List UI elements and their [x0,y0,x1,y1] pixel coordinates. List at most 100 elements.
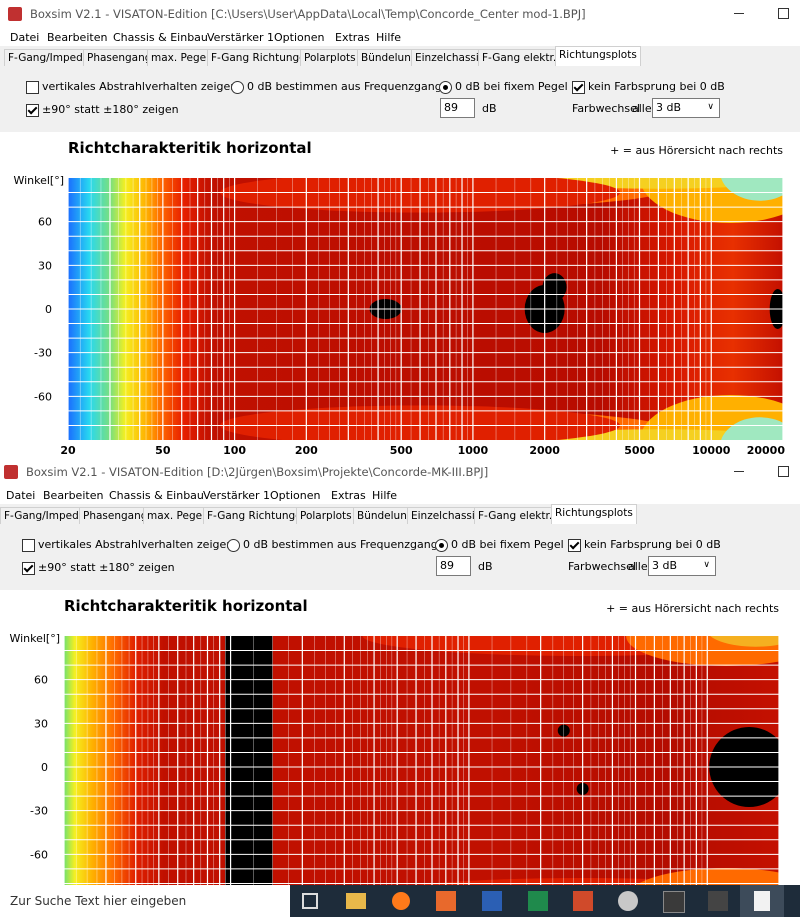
checkbox[interactable] [22,562,35,575]
option-label[interactable]: vertikales Abstrahlverhalten zeigen [42,80,238,93]
option-label[interactable]: 0 dB bei fixem Pegel [455,80,568,93]
options-panel: vertikales Abstrahlverhalten zeigen ±90° … [0,524,800,590]
app-icon [4,465,18,479]
option-label[interactable]: ±90° statt ±180° zeigen [38,561,175,574]
tab[interactable]: F-Gang/Imped. [4,49,91,67]
y-tick-label: -60 [30,848,48,861]
app-icon[interactable] [618,891,638,911]
x-tick-label: 1000 [458,444,489,457]
menu-item[interactable]: Chassis & Einbau [109,489,204,502]
tab-bar: F-Gang/Imped. Phasengang max. Pegel F-Gang … [0,504,800,525]
tab[interactable]: Einzelchassis [407,507,485,525]
menu-item[interactable]: Bearbeiten [43,489,104,502]
title-bar: Boxsim V2.1 - VISATON-Edition [D:\2Jürge… [0,458,800,486]
tab[interactable]: Richtungsplots [555,46,641,67]
checkbox[interactable] [26,104,39,117]
tab[interactable]: max. Pegel [143,507,210,525]
radio-dot [443,85,448,90]
y-tick-label: 0 [45,303,52,316]
level-input[interactable]: 89 [440,98,475,118]
menu-item[interactable]: Optionen [270,489,321,502]
minimize-button[interactable] [734,471,744,472]
option-label[interactable]: ±90° statt ±180° zeigen [42,103,179,116]
menu-item[interactable]: Hilfe [376,31,402,44]
tab[interactable]: Polarplots [300,49,360,67]
task-view-icon[interactable] [302,893,318,909]
x-tick-label: 20 [60,444,76,457]
x-tick-label: 10000 [692,444,731,457]
explorer-icon[interactable] [346,893,366,909]
heatmap [64,636,779,885]
menu-item[interactable]: Chassis & Einbau [113,31,208,44]
y-tick-label: 30 [38,259,52,272]
tab[interactable]: F-Gang Richtungen [203,507,313,525]
radio-button[interactable] [231,81,244,94]
taskbar: Zur Suche Text hier eingeben [0,885,800,917]
app-icon [8,7,22,21]
tab[interactable]: Phasengang [83,49,156,67]
tab[interactable]: F-Gang elektr. [474,507,557,525]
firefox-icon[interactable] [392,892,410,910]
menu-item[interactable]: Verstärker 1 [207,31,275,44]
tab[interactable]: Richtungsplots [551,504,637,525]
tab[interactable]: Einzelchassis [411,49,489,67]
step-select[interactable]: 3 dB ∨ [648,556,716,576]
outlook-icon[interactable] [436,891,456,911]
heatmap-base [64,636,779,885]
menu-item[interactable]: Hilfe [372,489,398,502]
tab[interactable]: Polarplots [296,507,356,525]
level-unit: dB [478,560,493,573]
plot-note: + = aus Hörersicht nach rechts [606,602,779,615]
menu-item[interactable]: Datei [10,31,40,44]
radio-dot [439,543,444,548]
y-tick-label: -60 [34,390,52,403]
app-icon[interactable] [708,891,728,911]
menu-item[interactable]: Bearbeiten [47,31,108,44]
color-change-label: Farbwechsel [572,102,640,115]
maximize-button[interactable] [778,8,789,19]
excel-icon[interactable] [528,891,548,911]
search-box[interactable]: Zur Suche Text hier eingeben [0,885,290,917]
option-label[interactable]: kein Farbsprung bei 0 dB [588,80,725,93]
menu-item[interactable]: Extras [331,489,366,502]
level-input[interactable]: 89 [436,556,471,576]
checkbox[interactable] [22,539,35,552]
checkbox[interactable] [26,81,39,94]
tab[interactable]: F-Gang elektr. [478,49,561,67]
plot-area: Richtcharakteritik horizontal + = aus Hör… [13,139,786,457]
minimize-button[interactable] [734,13,744,14]
radio-button[interactable] [439,81,452,94]
maximize-button[interactable] [778,466,789,477]
powerpoint-icon[interactable] [573,891,593,911]
app-window: Boxsim V2.1 - VISATON-Edition [C:\Users\… [0,0,800,457]
option-label[interactable]: vertikales Abstrahlverhalten zeigen [38,538,234,551]
checkbox[interactable] [572,81,585,94]
x-tick-label: 20000 [747,444,786,457]
step-select[interactable]: 3 dB ∨ [652,98,720,118]
menu-item[interactable]: Extras [335,31,370,44]
menu-item[interactable]: Datei [6,489,36,502]
active-app[interactable] [740,885,784,917]
menu-item[interactable]: Optionen [274,31,325,44]
tab[interactable]: Phasengang [79,507,152,525]
plot-title: Richtcharakteritik horizontal [64,597,308,615]
x-tick-label: 50 [155,444,171,457]
tab-bar: F-Gang/Imped. Phasengang max. Pegel F-Gang … [0,46,800,67]
option-label[interactable]: 0 dB bei fixem Pegel [451,538,564,551]
tab[interactable]: F-Gang/Imped. [0,507,87,525]
tab[interactable]: max. Pegel [147,49,214,67]
title-bar: Boxsim V2.1 - VISATON-Edition [C:\Users\… [0,0,800,28]
dropdown-arrow: ∨ [707,102,714,112]
word-icon[interactable] [482,891,502,911]
color-change-label: Farbwechsel [568,560,636,573]
option-label[interactable]: 0 dB bestimmen aus Frequenzgang [243,538,438,551]
menu-item[interactable]: Verstärker 1 [203,489,271,502]
radio-button[interactable] [227,539,240,552]
checkbox[interactable] [568,539,581,552]
y-tick-label: 60 [38,216,52,229]
option-label[interactable]: kein Farbsprung bei 0 dB [584,538,721,551]
boxsim-icon[interactable] [663,891,685,913]
every-label: alle [628,560,648,573]
option-label[interactable]: 0 dB bestimmen aus Frequenzgang [247,80,442,93]
radio-button[interactable] [435,539,448,552]
